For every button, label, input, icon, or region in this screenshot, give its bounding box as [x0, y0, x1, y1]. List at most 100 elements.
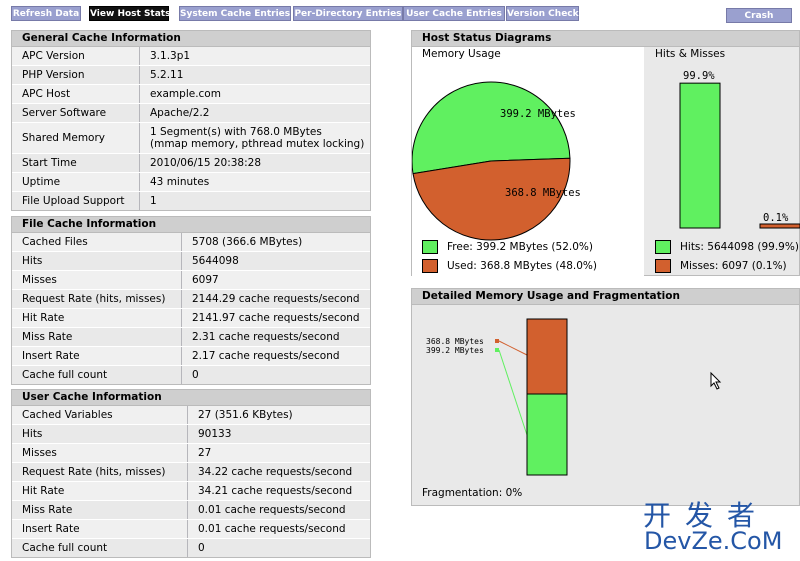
row-key: Request Rate (hits, misses) [12, 463, 188, 481]
legend-used-text: Used: 368.8 MBytes (48.0%) [447, 260, 597, 272]
frag-block-used [526, 318, 568, 395]
row-key: Request Rate (hits, misses) [12, 290, 182, 308]
hits-pct-label: 99.9% [683, 70, 715, 82]
row-key: Cache full count [12, 366, 182, 384]
table-row: Hit Rate 2141.97 cache requests/second [12, 308, 370, 327]
table-row: Cache full count 0 [12, 538, 370, 557]
version-check-button[interactable]: Version Check [506, 6, 579, 21]
mouse-cursor-icon [710, 371, 722, 390]
table-row: Miss Rate 0.01 cache requests/second [12, 500, 370, 519]
fragmentation-text: Fragmentation: 0% [422, 487, 523, 499]
user-cache-panel: User Cache Information Cached Variables 2… [11, 389, 371, 558]
table-row: Request Rate (hits, misses) 34.22 cache r… [12, 462, 370, 481]
miss-pct-label: 0.1% [763, 212, 789, 224]
table-row: Misses 6097 [12, 270, 370, 289]
row-key: Miss Rate [12, 501, 188, 519]
panel-title: User Cache Information [12, 390, 370, 406]
detail-free-marker [495, 348, 499, 352]
memory-usage-title: Memory Usage [422, 48, 501, 60]
row-key: Miss Rate [12, 328, 182, 346]
table-row: APC Host example.com [12, 84, 370, 103]
watermark-logo-en: DevZe.CoM [644, 527, 783, 555]
row-key: Hit Rate [12, 482, 188, 500]
row-key: Hits [12, 252, 182, 270]
view-host-stats-button[interactable]: View Host Stats [89, 6, 170, 21]
detail-used-label: 368.8 MBytes [426, 337, 484, 346]
table-row: File Upload Support 1 [12, 191, 370, 210]
row-key: Insert Rate [12, 347, 182, 365]
table-row: Misses 27 [12, 443, 370, 462]
pie-used-label: 368.8 MBytes [505, 187, 581, 199]
legend-misses: Misses: 6097 (0.1%) [655, 259, 787, 273]
pie-free-label: 399.2 MBytes [500, 108, 576, 120]
row-value: 2.17 cache requests/second [192, 350, 340, 362]
row-value: 6097 [192, 274, 219, 286]
general-cache-table: APC Version 3.1.3p1 PHP Version 5.2.11 APC H… [12, 47, 370, 210]
general-cache-panel: General Cache Information APC Version 3.1… [11, 30, 371, 211]
legend-hits: Hits: 5644098 (99.9%) [655, 240, 799, 254]
detailed-memory-panel: Detailed Memory Usage and Fragmentation … [411, 288, 800, 506]
table-row: Cache full count 0 [12, 365, 370, 384]
table-row: Start Time 2010/06/15 20:38:28 [12, 153, 370, 172]
row-value: Apache/2.2 [150, 107, 210, 119]
crash-server-button[interactable]: Crash Server [726, 8, 792, 36]
panel-title: Host Status Diagrams [412, 31, 799, 47]
refresh-data-button[interactable]: Refresh Data [11, 6, 81, 21]
row-key: Hits [12, 425, 188, 443]
row-value: 34.21 cache requests/second [198, 485, 353, 497]
row-value: 1 [150, 195, 157, 207]
table-row: Hits 5644098 [12, 251, 370, 270]
row-key: Cached Variables [12, 406, 188, 424]
fragmentation-chart: 368.8 MBytes 399.2 MBytes [426, 318, 722, 476]
row-key: Uptime [12, 173, 140, 191]
table-row: Cached Variables 27 (351.6 KBytes) [12, 406, 370, 424]
row-value: 0.01 cache requests/second [198, 504, 346, 516]
legend-misses-text: Misses: 6097 (0.1%) [680, 260, 787, 272]
table-row: Uptime 43 minutes [12, 172, 370, 191]
table-row: Miss Rate 2.31 cache requests/second [12, 327, 370, 346]
table-row: Shared Memory 1 Segment(s) with 768.0 MBy… [12, 122, 370, 153]
row-value: example.com [150, 88, 221, 100]
detail-free-label: 399.2 MBytes [426, 346, 484, 355]
table-row: Insert Rate 2.17 cache requests/second [12, 346, 370, 365]
bar-hits [679, 82, 721, 229]
table-row: Hits 90133 [12, 424, 370, 443]
row-key: Server Software [12, 104, 140, 122]
row-key: File Upload Support [12, 192, 140, 210]
system-cache-entries-button[interactable]: System Cache Entries [179, 6, 291, 21]
legend-swatch-free [422, 240, 438, 254]
panel-title: File Cache Information [12, 217, 370, 233]
detail-free-connector [498, 349, 528, 436]
table-row: Request Rate (hits, misses) 2144.29 cache… [12, 289, 370, 308]
row-value: 1 Segment(s) with 768.0 MBytes (mmap mem… [150, 126, 365, 150]
row-key: Cached Files [12, 233, 182, 251]
per-directory-entries-button[interactable]: Per-Directory Entries [293, 6, 403, 21]
row-key: Insert Rate [12, 520, 188, 538]
row-value: 43 minutes [150, 176, 210, 188]
panel-title: General Cache Information [12, 31, 370, 47]
row-value: 2010/06/15 20:38:28 [150, 157, 262, 169]
row-value: 90133 [198, 428, 232, 440]
panel-title: Detailed Memory Usage and Fragmentation [412, 289, 799, 305]
legend-hits-text: Hits: 5644098 (99.9%) [680, 241, 799, 253]
row-value: 2144.29 cache requests/second [192, 293, 360, 305]
user-cache-table: Cached Variables 27 (351.6 KBytes) Hits 901… [12, 406, 370, 557]
user-cache-entries-button[interactable]: User Cache Entries [403, 6, 505, 21]
table-row: PHP Version 5.2.11 [12, 65, 370, 84]
detail-used-marker [495, 339, 499, 343]
pie-slice-free [412, 81, 571, 175]
legend-swatch-hits [655, 240, 671, 254]
row-value: 2.31 cache requests/second [192, 331, 340, 343]
row-value: 5.2.11 [150, 69, 184, 81]
frag-block-free [526, 393, 568, 476]
row-key: APC Host [12, 85, 140, 103]
row-key: Shared Memory [12, 123, 140, 153]
file-cache-panel: File Cache Information Cached Files 5708 … [11, 216, 371, 385]
row-value: 27 (351.6 KBytes) [198, 409, 293, 421]
row-value: 2141.97 cache requests/second [192, 312, 360, 324]
table-row: Server Software Apache/2.2 [12, 103, 370, 122]
table-row: Cached Files 5708 (366.6 MBytes) [12, 233, 370, 251]
row-key: Misses [12, 271, 182, 289]
row-value: 0 [198, 542, 205, 554]
detail-used-connector [498, 340, 528, 356]
